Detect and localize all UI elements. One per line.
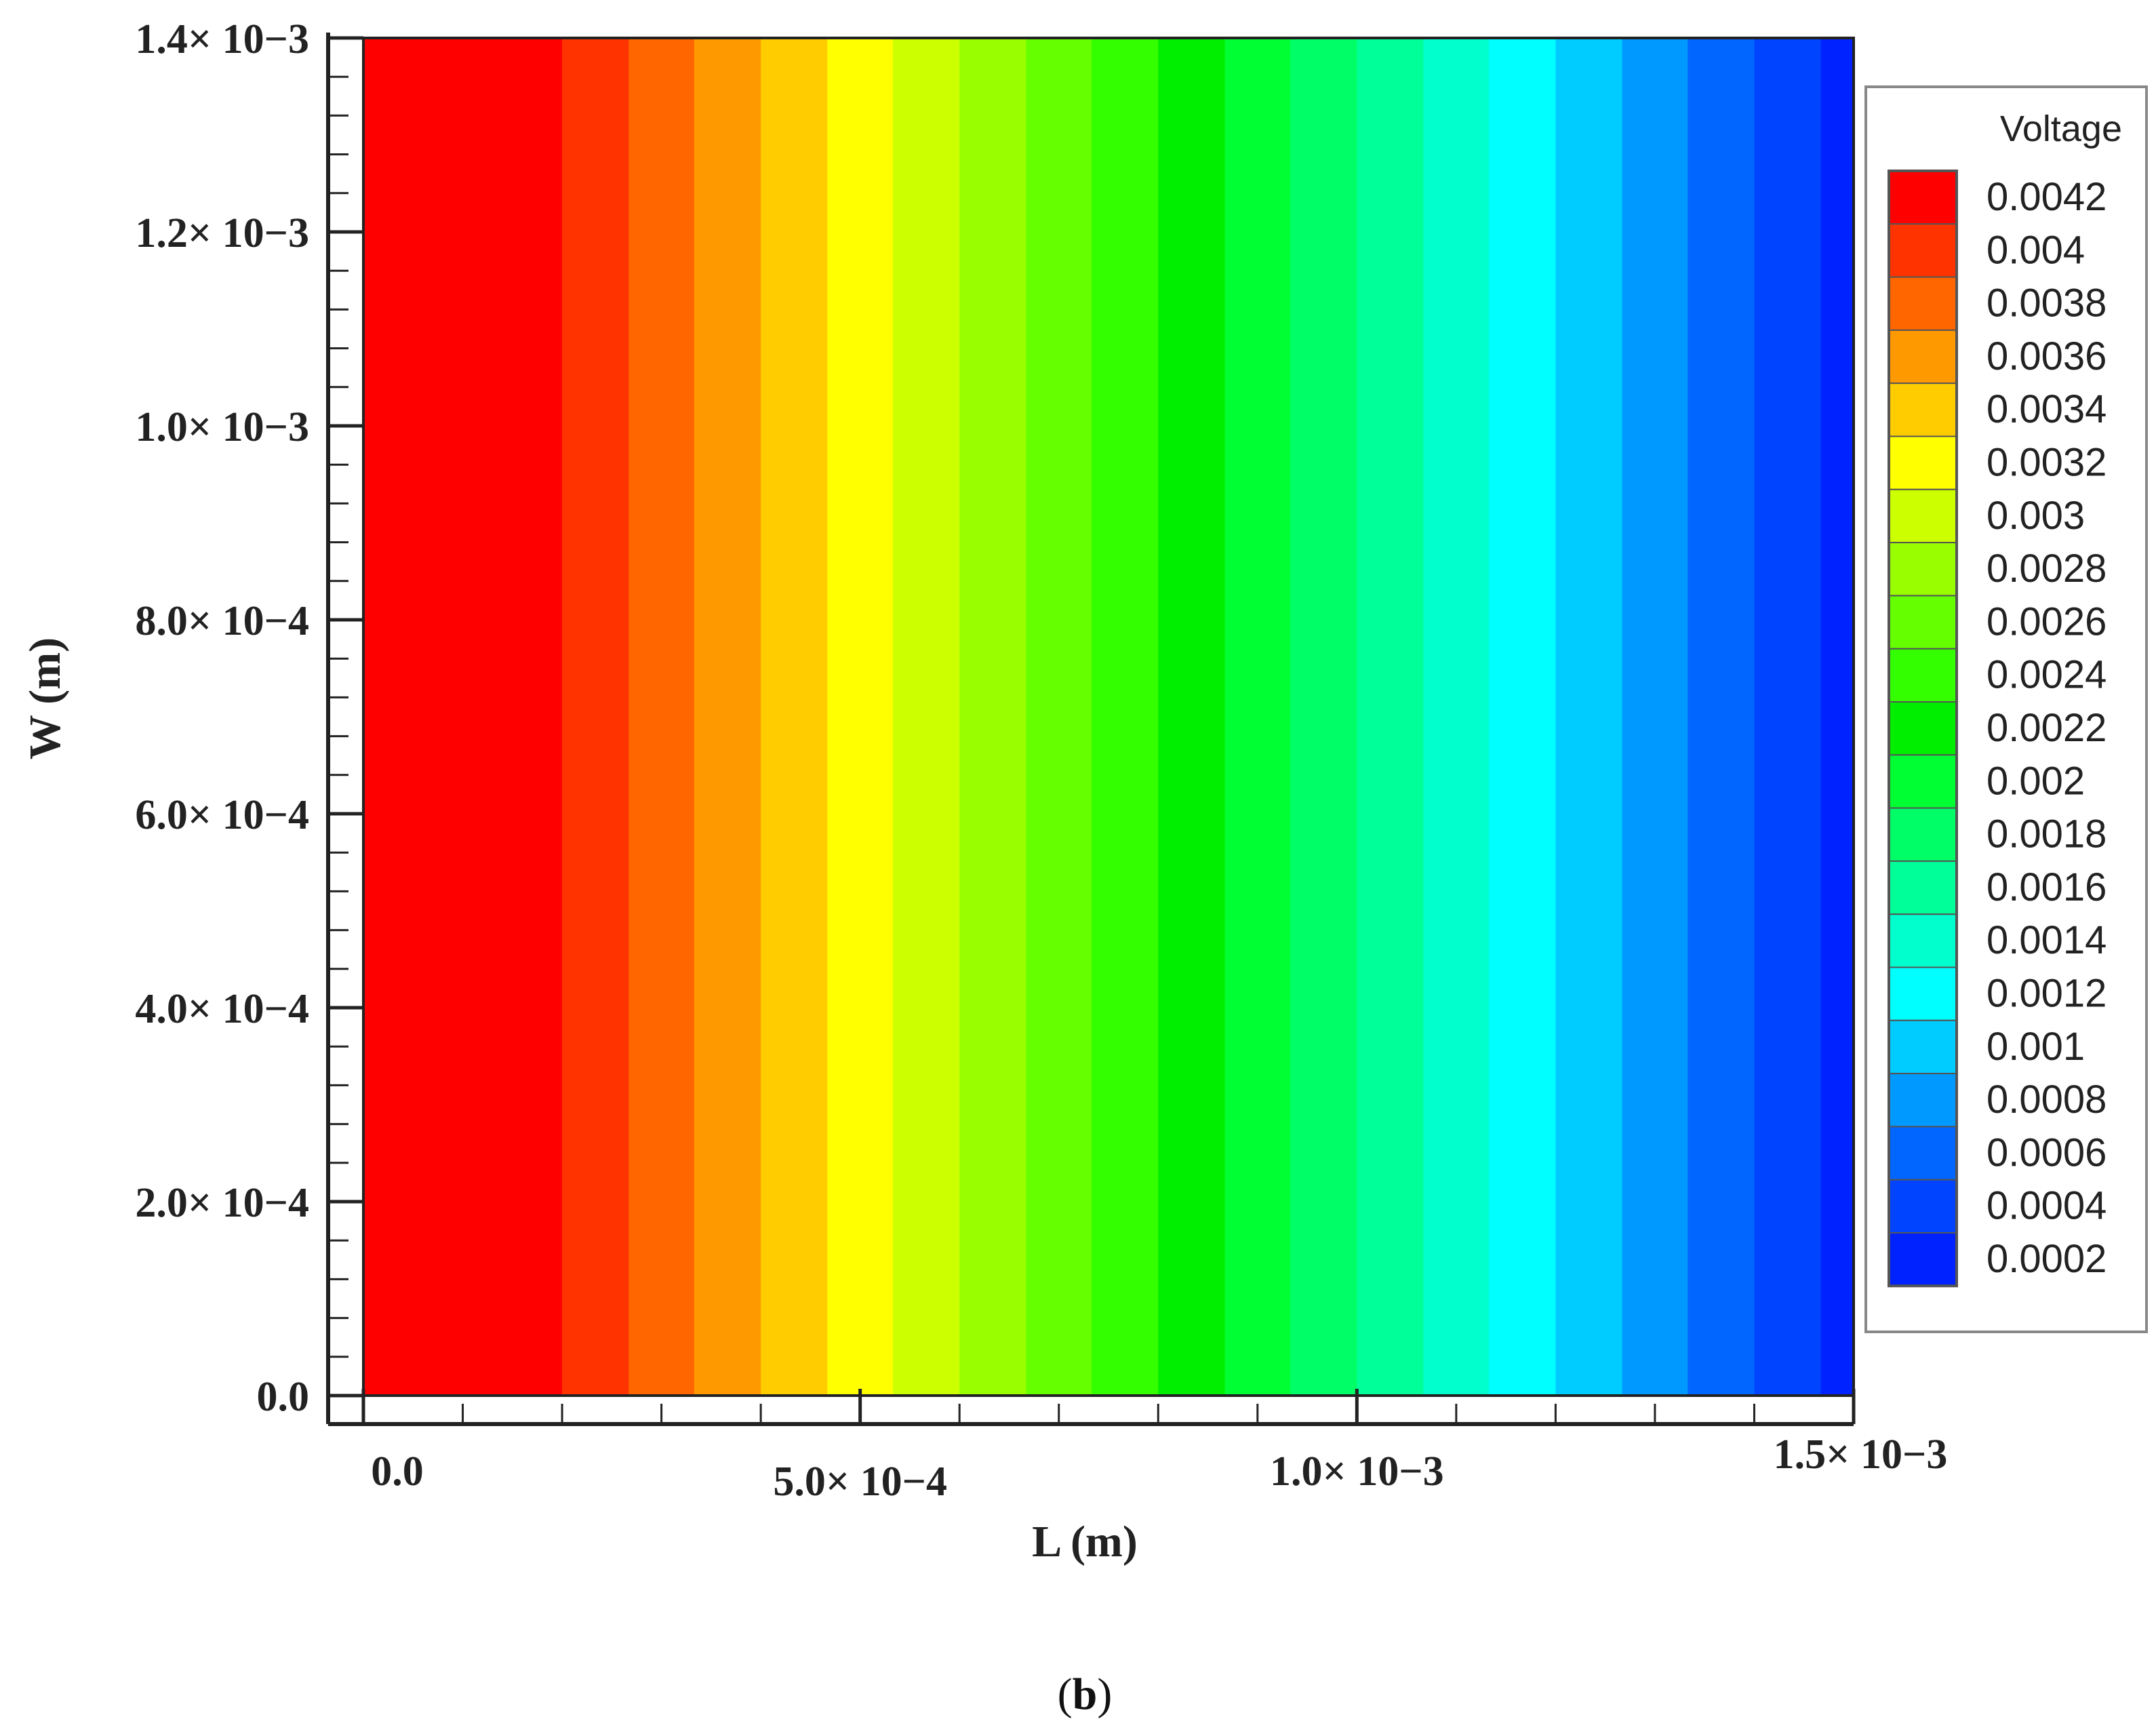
contour-band-5 [827, 38, 894, 1396]
contour-band-9 [1092, 38, 1159, 1396]
contour-band-15 [1489, 38, 1557, 1396]
contour-band-0 [363, 38, 563, 1396]
contour-band-3 [694, 38, 761, 1396]
contour-band-4 [761, 38, 829, 1396]
legend-label: 0.0032 [1987, 441, 2107, 485]
legend-label: 0.0042 [1987, 175, 2107, 219]
x-tick-label: 1.5× 10−3 [1774, 1432, 1948, 1478]
legend-label: 0.0014 [1987, 918, 2107, 962]
contour-band-14 [1423, 38, 1490, 1396]
legend-label: 0.003 [1987, 494, 2085, 538]
contour-bands [363, 38, 1854, 1396]
plot-frame [362, 37, 1855, 1397]
y-axis-title: W (m) [20, 637, 70, 760]
legend-colorbar-outline [1888, 170, 1958, 1288]
contour-band-7 [959, 38, 1027, 1396]
y-tick-label: 1.4× 10−3 [135, 16, 309, 62]
legend-label: 0.0028 [1987, 547, 2107, 591]
contour-band-1 [562, 38, 630, 1396]
legend-swatch [1888, 860, 1957, 915]
y-tick-label: 0.0 [257, 1374, 310, 1420]
legend-label: 0.002 [1987, 759, 2085, 803]
contour-band-19 [1754, 38, 1822, 1396]
legend-label: 0.0038 [1987, 281, 2107, 326]
legend-labels: 0.0042 0.004 0.0038 0.0036 0.0034 0.0032 0.003… [1987, 175, 2107, 1281]
legend-label: 0.0022 [1987, 706, 2107, 750]
legend-swatch [1888, 913, 1957, 968]
legend-swatch [1888, 648, 1957, 703]
legend-swatch [1888, 488, 1957, 544]
colorbar-legend: Voltage 0.00420.0040.00380.00360.00340.0… [1864, 85, 2148, 1333]
legend-label: 0.0034 [1987, 387, 2107, 431]
contour-band-10 [1158, 38, 1226, 1396]
y-tick-label: 6.0× 10−4 [135, 792, 309, 838]
legend-swatches [1888, 170, 1958, 1288]
x-axis: 0.0 5.0× 10−4 1.0× 10−3 1.5× 10−3 [328, 1389, 1947, 1505]
legend-title: Voltage [2000, 108, 2122, 149]
legend-swatch [1888, 435, 1957, 490]
y-tick-label: 1.2× 10−3 [135, 210, 309, 256]
plot-border [362, 37, 1855, 1397]
legend-swatch [1888, 966, 1957, 1021]
legend-swatch [1888, 329, 1957, 384]
legend-label: 0.0012 [1987, 972, 2107, 1016]
contour-band-8 [1026, 38, 1092, 1396]
legend-swatch [1888, 382, 1957, 437]
legend-swatch [1888, 1019, 1957, 1075]
x-tick-label: 0.0 [371, 1448, 424, 1495]
legend-swatch [1888, 754, 1957, 809]
legend-swatch [1888, 1179, 1957, 1234]
legend-swatch [1888, 170, 1957, 225]
legend-swatch [1888, 701, 1957, 756]
legend-label: 0.004 [1987, 228, 2085, 272]
x-axis-title: L (m) [1032, 1517, 1138, 1566]
legend-label: 0.0018 [1987, 812, 2107, 856]
legend-label: 0.0006 [1987, 1130, 2107, 1175]
legend-swatch [1888, 1232, 1957, 1287]
caption-letter: b [1073, 1670, 1098, 1719]
contour-band-17 [1622, 38, 1689, 1396]
legend-label: 0.001 [1987, 1025, 2085, 1069]
contour-band-6 [893, 38, 960, 1396]
contour-band-16 [1555, 38, 1623, 1396]
y-axis: 0.0 2.0× 10−4 4.0× 10−4 6.0× 10−4 8.0× 10−4 1… [135, 16, 363, 1424]
legend-swatch [1888, 223, 1957, 278]
figure-caption: (b) [1058, 1670, 1113, 1719]
legend-label: 0.0036 [1987, 334, 2107, 378]
legend-label: 0.0008 [1987, 1078, 2107, 1122]
legend-swatch [1888, 807, 1957, 862]
y-tick-label: 2.0× 10−4 [135, 1180, 309, 1226]
y-tick-label: 8.0× 10−4 [135, 598, 309, 644]
legend-swatch [1888, 1126, 1957, 1181]
x-tick-label: 5.0× 10−4 [773, 1459, 947, 1505]
contour-band-13 [1357, 38, 1424, 1396]
contour-band-20 [1820, 38, 1854, 1396]
x-tick-label: 1.0× 10−3 [1270, 1448, 1444, 1495]
caption-close-paren: ) [1097, 1670, 1112, 1719]
legend-label: 0.0024 [1987, 653, 2107, 697]
legend-label: 0.0016 [1987, 865, 2107, 909]
contour-band-2 [628, 38, 695, 1396]
legend-swatch [1888, 542, 1957, 597]
legend-label: 0.0002 [1987, 1237, 2107, 1281]
caption-open-paren: ( [1058, 1670, 1073, 1719]
contour-band-18 [1688, 38, 1755, 1396]
legend-swatch [1888, 595, 1957, 650]
y-tick-label: 1.0× 10−3 [135, 404, 309, 450]
legend-label: 0.0026 [1987, 599, 2107, 644]
contour-band-11 [1224, 38, 1291, 1396]
legend-swatch [1888, 1073, 1957, 1128]
contour-band-12 [1290, 38, 1358, 1396]
y-tick-label: 4.0× 10−4 [135, 986, 309, 1032]
legend-label: 0.0004 [1987, 1184, 2107, 1228]
legend-swatch [1888, 276, 1957, 331]
